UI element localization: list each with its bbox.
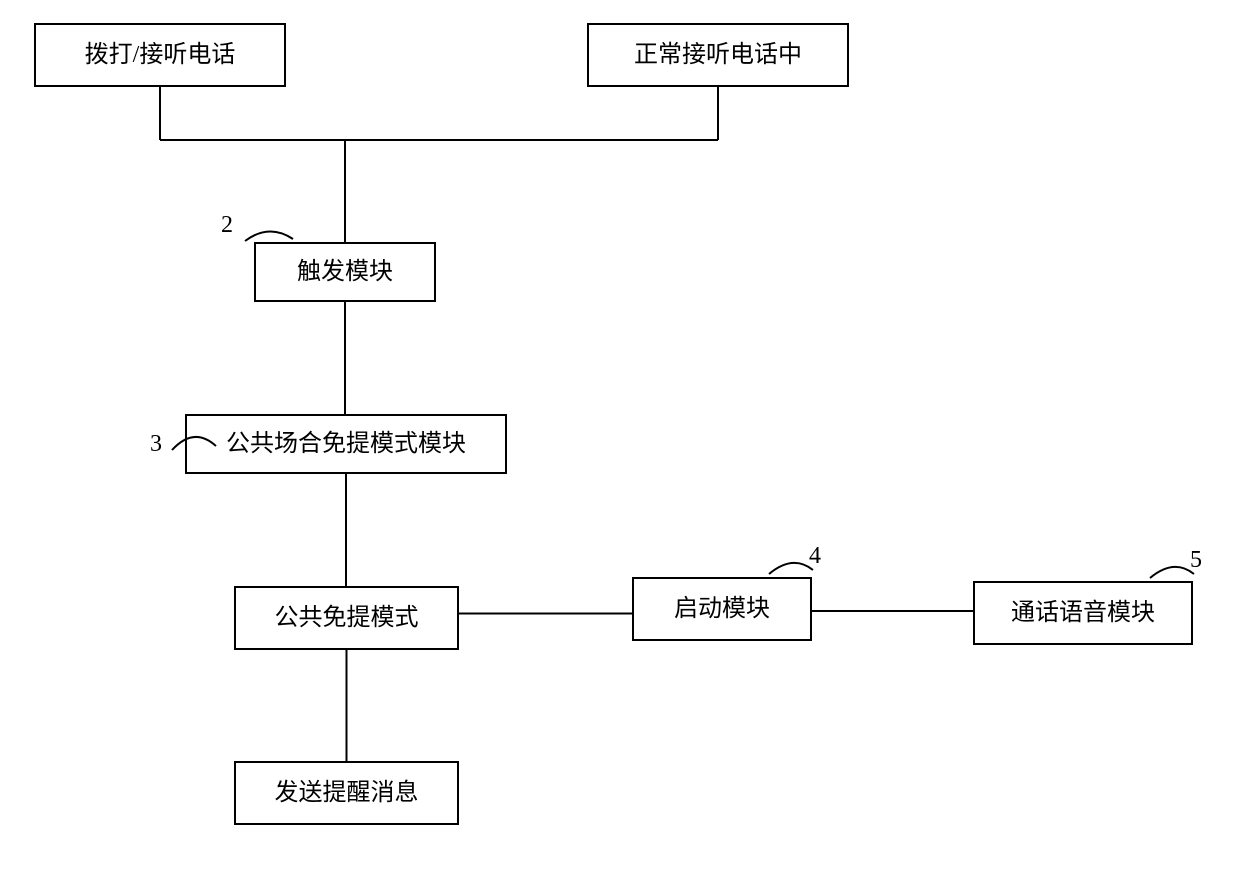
node-label: 正常接听电话中 xyxy=(634,41,802,68)
node-label: 发送提醒消息 xyxy=(275,779,419,806)
ref-label: 4 xyxy=(809,543,821,569)
ref-label: 2 xyxy=(221,212,233,238)
node-label: 启动模块 xyxy=(674,595,770,622)
flowchart-canvas: 拨打/接听电话 正常接听电话中触发模块 2 公共场合免提模式模块 3 公共免提模式 启动模块… xyxy=(0,0,1240,887)
node-label: 拨打/接听电话 xyxy=(85,41,236,68)
node-n_send: 发送提醒消息 xyxy=(235,762,458,824)
node-label: 触发模块 xyxy=(297,258,393,285)
ref-tick xyxy=(172,437,216,450)
node-n_trigger: 触发模块 xyxy=(255,243,435,301)
ref-label: 3 xyxy=(150,431,162,457)
ref-tick xyxy=(769,563,813,574)
ref-tick xyxy=(1150,567,1194,578)
node-n_dial: 拨打/接听电话 xyxy=(35,24,285,86)
node-n_pubmode: 公共免提模式 xyxy=(235,587,458,649)
node-n_pubmod: 公共场合免提模式模块 xyxy=(186,415,506,473)
node-n_voice: 通话语音模块 xyxy=(974,582,1192,644)
ref-tick xyxy=(245,231,293,241)
node-label: 公共免提模式 xyxy=(275,604,419,631)
ref-label: 5 xyxy=(1190,547,1202,573)
edges-group xyxy=(160,86,974,762)
node-n_incall: 正常接听电话中 xyxy=(588,24,848,86)
node-label: 通话语音模块 xyxy=(1011,599,1155,626)
node-n_start: 启动模块 xyxy=(633,578,811,640)
node-label: 公共场合免提模式模块 xyxy=(226,430,466,457)
